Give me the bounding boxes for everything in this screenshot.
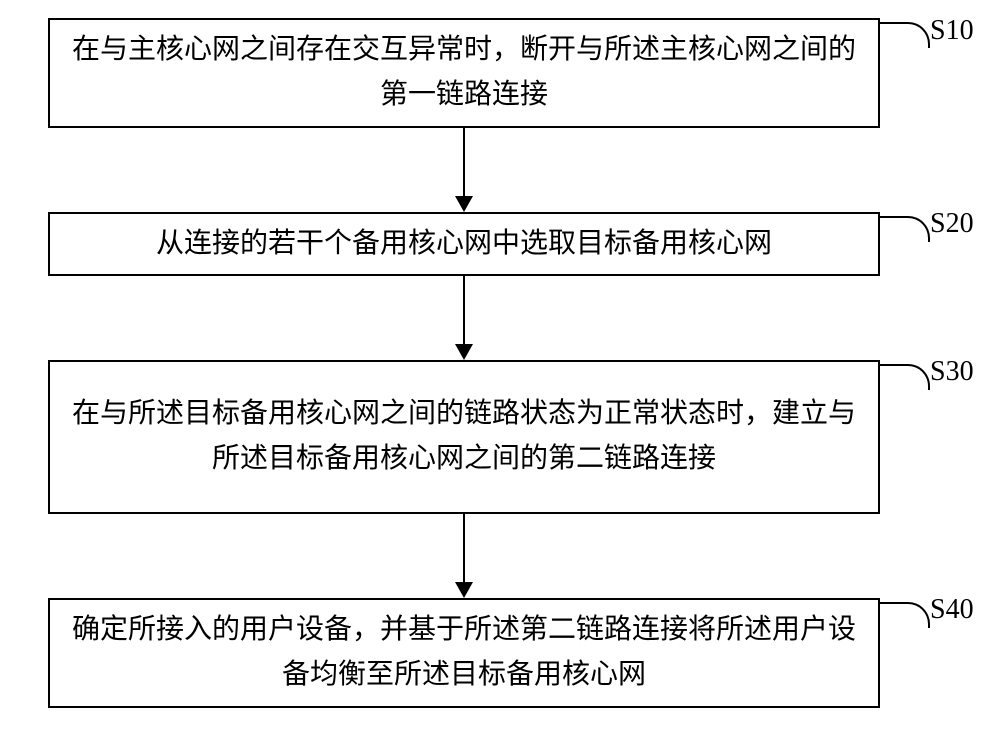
arrow-s30-s40-line: [463, 514, 465, 582]
step-s30-box: 在与所述目标备用核心网之间的链路状态为正常状态时，建立与所述目标备用核心网之间的…: [48, 360, 880, 514]
step-s40-label: S40: [930, 594, 974, 626]
arrow-s20-s30-line: [463, 276, 465, 344]
flowchart-canvas: 在与主核心网之间存在交互异常时，断开与所述主核心网之间的第一链路连接 S10 从…: [0, 0, 1000, 743]
step-s20-text: 从连接的若干个备用核心网中选取目标备用核心网: [156, 222, 772, 267]
step-s40-box: 确定所接入的用户设备，并基于所述第二链路连接将所述用户设备均衡至所述目标备用核心…: [48, 598, 880, 708]
step-s10-leader: [880, 22, 930, 48]
step-s20-leader: [880, 216, 930, 242]
arrow-s20-s30-head: [455, 344, 473, 360]
arrow-s10-s20-line: [463, 128, 465, 196]
step-s30-leader: [880, 364, 930, 390]
step-s40-text: 确定所接入的用户设备，并基于所述第二链路连接将所述用户设备均衡至所述目标备用核心…: [70, 608, 858, 698]
arrow-s30-s40-head: [455, 582, 473, 598]
step-s10-text: 在与主核心网之间存在交互异常时，断开与所述主核心网之间的第一链路连接: [70, 28, 858, 118]
step-s20-label: S20: [930, 208, 974, 240]
step-s30-text: 在与所述目标备用核心网之间的链路状态为正常状态时，建立与所述目标备用核心网之间的…: [70, 392, 858, 482]
step-s10-label: S10: [930, 15, 974, 47]
step-s40-leader: [880, 602, 930, 628]
step-s10-box: 在与主核心网之间存在交互异常时，断开与所述主核心网之间的第一链路连接: [48, 18, 880, 128]
arrow-s10-s20-head: [455, 196, 473, 212]
step-s20-box: 从连接的若干个备用核心网中选取目标备用核心网: [48, 212, 880, 276]
step-s30-label: S30: [930, 356, 974, 388]
